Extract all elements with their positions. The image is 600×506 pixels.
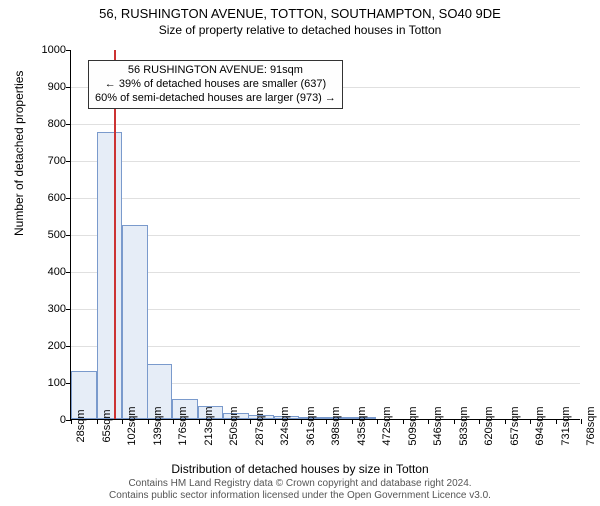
- x-tick-label: 583sqm: [458, 406, 470, 445]
- x-tick-mark: [505, 419, 506, 424]
- x-tick-label: 768sqm: [585, 406, 597, 445]
- footer-line-1: Contains HM Land Registry data © Crown c…: [0, 478, 600, 490]
- chart-title-main: 56, RUSHINGTON AVENUE, TOTTON, SOUTHAMPT…: [0, 6, 600, 21]
- x-tick-label: 213sqm: [203, 406, 215, 445]
- x-tick-label: 620sqm: [483, 406, 495, 445]
- x-tick-label: 287sqm: [254, 406, 266, 445]
- gridline: [71, 161, 580, 162]
- x-tick-mark: [326, 419, 327, 424]
- y-axis-label: Number of detached properties: [12, 71, 26, 236]
- y-tick-mark: [66, 309, 71, 310]
- x-tick-label: 694sqm: [534, 406, 546, 445]
- x-tick-label: 509sqm: [407, 406, 419, 445]
- x-tick-mark: [250, 419, 251, 424]
- y-tick-label: 1000: [42, 44, 66, 56]
- x-tick-label: 250sqm: [228, 406, 240, 445]
- x-tick-label: 102sqm: [126, 406, 138, 445]
- histogram-bar: [97, 132, 123, 419]
- x-tick-label: 324sqm: [279, 406, 291, 445]
- x-tick-mark: [530, 419, 531, 424]
- y-tick-label: 600: [48, 192, 66, 204]
- x-tick-mark: [199, 419, 200, 424]
- y-tick-label: 200: [48, 340, 66, 352]
- x-tick-mark: [97, 419, 98, 424]
- annotation-line-3: 60% of semi-detached houses are larger (…: [95, 92, 336, 106]
- footer-attribution: Contains HM Land Registry data © Crown c…: [0, 478, 600, 502]
- x-tick-label: 546sqm: [432, 406, 444, 445]
- y-tick-mark: [66, 161, 71, 162]
- x-tick-mark: [428, 419, 429, 424]
- x-tick-label: 176sqm: [177, 406, 189, 445]
- y-tick-mark: [66, 50, 71, 51]
- y-tick-label: 400: [48, 266, 66, 278]
- y-tick-mark: [66, 198, 71, 199]
- y-tick-label: 300: [48, 303, 66, 315]
- x-tick-mark: [224, 419, 225, 424]
- annotation-line-1: 56 RUSHINGTON AVENUE: 91sqm: [95, 64, 336, 78]
- x-tick-mark: [301, 419, 302, 424]
- y-tick-mark: [66, 124, 71, 125]
- x-tick-mark: [148, 419, 149, 424]
- x-tick-label: 657sqm: [509, 406, 521, 445]
- x-tick-mark: [275, 419, 276, 424]
- y-tick-label: 800: [48, 118, 66, 130]
- y-tick-label: 700: [48, 155, 66, 167]
- y-tick-label: 0: [60, 414, 66, 426]
- x-tick-mark: [173, 419, 174, 424]
- gridline: [71, 198, 580, 199]
- x-tick-label: 435sqm: [356, 406, 368, 445]
- x-tick-mark: [479, 419, 480, 424]
- gridline: [71, 124, 580, 125]
- x-tick-label: 472sqm: [381, 406, 393, 445]
- y-tick-mark: [66, 346, 71, 347]
- x-tick-label: 28sqm: [75, 409, 87, 442]
- annotation-box: 56 RUSHINGTON AVENUE: 91sqm ← 39% of det…: [88, 60, 343, 109]
- chart-title-sub: Size of property relative to detached ho…: [0, 23, 600, 37]
- x-tick-mark: [581, 419, 582, 424]
- x-tick-mark: [352, 419, 353, 424]
- x-tick-label: 65sqm: [101, 409, 113, 442]
- x-tick-mark: [122, 419, 123, 424]
- y-tick-mark: [66, 87, 71, 88]
- y-tick-mark: [66, 272, 71, 273]
- annotation-line-2: ← 39% of detached houses are smaller (63…: [95, 78, 336, 92]
- x-tick-mark: [377, 419, 378, 424]
- y-tick-mark: [66, 235, 71, 236]
- histogram-bar: [122, 225, 148, 419]
- x-axis-label: Distribution of detached houses by size …: [0, 462, 600, 476]
- y-tick-label: 100: [48, 377, 66, 389]
- x-tick-mark: [71, 419, 72, 424]
- x-tick-label: 139sqm: [152, 406, 164, 445]
- x-tick-mark: [454, 419, 455, 424]
- x-tick-mark: [556, 419, 557, 424]
- x-tick-label: 731sqm: [560, 406, 572, 445]
- x-tick-mark: [403, 419, 404, 424]
- y-tick-label: 900: [48, 81, 66, 93]
- y-tick-label: 500: [48, 229, 66, 241]
- x-tick-label: 361sqm: [305, 406, 317, 445]
- x-tick-label: 398sqm: [330, 406, 342, 445]
- footer-line-2: Contains public sector information licen…: [0, 490, 600, 502]
